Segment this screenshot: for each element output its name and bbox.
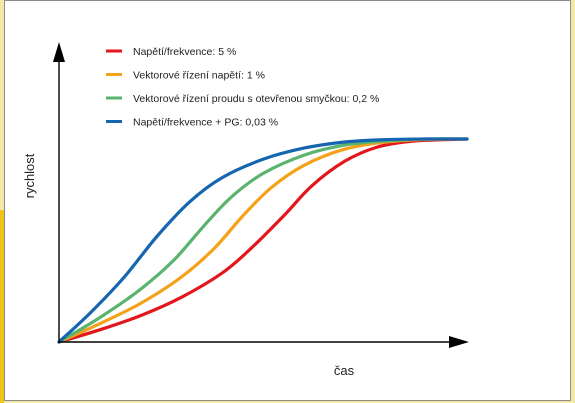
legend: Napětí/frekvence: 5 % Vektorové řízení na… [106, 46, 379, 129]
x-axis-label: čas [334, 363, 355, 378]
y-axis-arrow [53, 42, 65, 62]
x-axis-arrow [449, 336, 469, 348]
chart-frame [4, 0, 571, 401]
legend-label-1: Napětí/frekvence: 5 % [133, 46, 236, 58]
series-line-4 [57, 137, 469, 344]
series-line-2 [57, 137, 469, 344]
legend-label-4: Napětí/frekvence + PG: 0,03 % [133, 117, 278, 129]
legend-label-2: Vektorové řízení napětí: 1 % [133, 70, 265, 82]
curve-group [57, 137, 469, 344]
y-axis-label: rychlost [22, 153, 37, 198]
series-line-1 [57, 137, 469, 344]
legend-label-3: Vektorové řízení proudu s otevřenou smyč… [133, 93, 379, 105]
accent-strip [0, 210, 4, 403]
series-line-3 [57, 137, 469, 344]
